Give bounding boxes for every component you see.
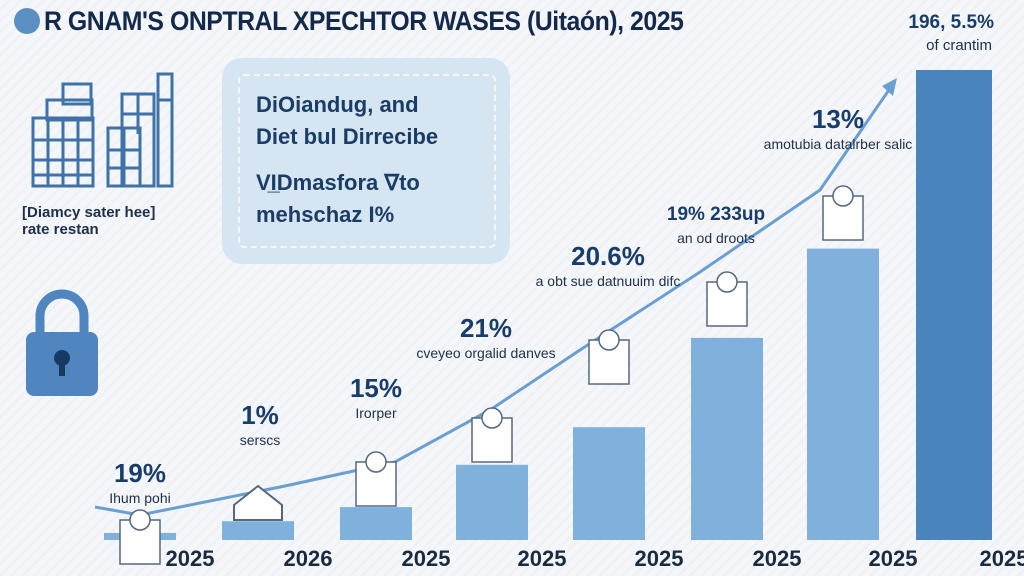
panel-line: VI̲Dmasfora ∇to	[256, 170, 420, 195]
annotation-label: a obt sue datnuuim difc	[535, 273, 681, 289]
buildings-icon	[31, 72, 174, 188]
annotation-value: 19% 233up	[666, 204, 766, 225]
x-tick-label: 2025	[634, 546, 684, 571]
annotation-value: 13%	[811, 104, 865, 134]
x-tick-label: 2025	[517, 546, 567, 571]
bar	[340, 507, 412, 540]
annotation-value: 15%	[349, 373, 403, 403]
bar	[573, 427, 645, 540]
x-tick-label: 2025	[752, 546, 802, 571]
logo-icon	[14, 8, 40, 34]
top-right-value: 196, 5.5%	[908, 12, 994, 33]
annotation-value: 21%	[459, 313, 513, 343]
lock-icon	[26, 289, 98, 396]
building-caption-1: [Diamcy sater hee]	[22, 204, 156, 221]
bar	[456, 464, 528, 540]
panel-line: DiOiandug, and	[256, 92, 419, 117]
x-tick-label: 2025	[979, 546, 1024, 571]
x-tick-label: 2025	[401, 546, 451, 571]
trend-arrow-head	[882, 78, 897, 96]
panel-line: Diet bul Dirrecibe	[256, 124, 439, 149]
annotation-label: sersсs	[239, 432, 281, 448]
building-caption-2: rate restan	[22, 221, 99, 238]
bar	[691, 337, 763, 540]
house-icon	[233, 484, 283, 521]
document-icon-circle	[832, 185, 854, 207]
bar	[916, 70, 992, 540]
x-tick-label: 2025	[868, 546, 918, 571]
annotation-value: 19%	[113, 458, 167, 488]
top-right-label: of crantim	[926, 37, 992, 54]
document-icon-circle	[716, 271, 738, 293]
info-panel	[222, 58, 510, 264]
chart-title: R GNAM'S ONPTRAL XPECHTOR WASES (Uitaón)…	[44, 6, 684, 36]
document-icon-circle	[365, 451, 387, 473]
annotation-label: Ihum pohi	[109, 490, 171, 506]
annotation-label: cveyeo orgalid danves	[416, 345, 556, 361]
document-icon-circle	[481, 407, 503, 429]
bar	[807, 248, 879, 540]
document-icon	[706, 281, 748, 327]
annotation-label: amotubia datalrber salic	[763, 136, 913, 152]
x-tick-label: 2025	[165, 546, 215, 571]
info-panel-border	[238, 74, 496, 248]
document-icon-circle	[129, 509, 151, 531]
panel-line: mehschaz I%	[256, 202, 395, 227]
annotation-value: 1%	[241, 400, 279, 430]
x-tick-label: 2026	[283, 546, 333, 571]
annotation-label: an od droots	[677, 230, 755, 246]
bar	[222, 521, 294, 540]
annotation-value: 20.6%	[571, 241, 645, 271]
document-icon-circle	[598, 329, 620, 351]
annotation-label: Irorper	[355, 405, 397, 421]
